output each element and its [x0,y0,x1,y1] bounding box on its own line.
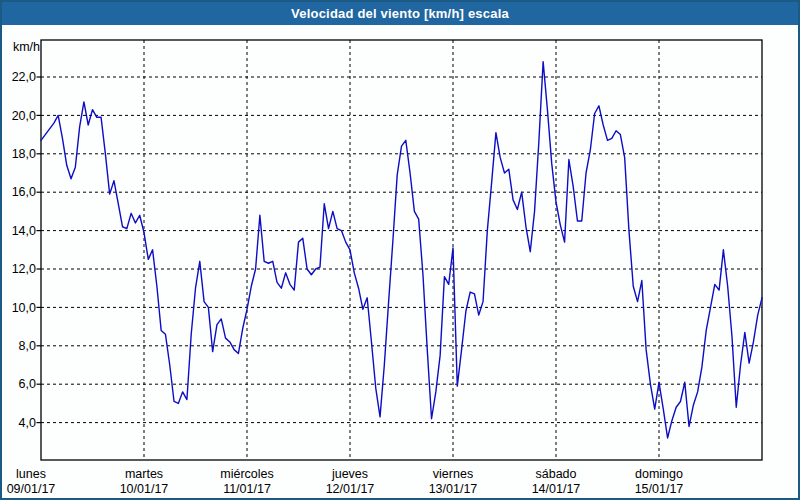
x-day-date-label: 11/01/17 [223,482,271,496]
y-tick-label: 4,0 [19,416,36,430]
y-tick-label: 8,0 [19,339,36,353]
x-day-name-label: domingo [635,467,683,481]
y-tick-label: 12,0 [12,262,36,276]
y-tick-label: 6,0 [19,377,36,391]
y-tick-label: 20,0 [12,109,36,123]
x-day-date-label: 10/01/17 [120,482,169,496]
wind-speed-chart: 22,0 20,0 18,0 16,0 14,0 12,0 10,0 8,0 6,0 4,0 km/… [2,25,798,498]
x-day-name-label: viernes [433,467,473,481]
x-day-name-label: lunes [16,467,46,481]
x-day-date-label: 09/01/17 [7,482,56,496]
y-axis-unit-label: km/h [13,40,40,54]
x-day-date-label: 12/01/17 [326,482,375,496]
x-day-name-label: sábado [535,467,576,481]
y-tick-label: 10,0 [12,301,36,315]
y-tick-label: 18,0 [12,147,36,161]
x-day-date-label: 13/01/17 [429,482,478,496]
y-tick-label: 14,0 [12,224,36,238]
plot-area [41,40,762,460]
chart-window: Velocidad del viento [km/h] escala 22,02… [0,0,800,500]
x-day-name-label: miércoles [220,467,274,481]
x-day-date-label: 14/01/17 [532,482,581,496]
y-tick-label: 22,0 [12,70,36,84]
x-day-name-label: martes [125,467,163,481]
x-day-name-label: jueves [331,467,368,481]
y-tick-label: 16,0 [12,185,36,199]
x-day-date-label: 15/01/17 [635,482,684,496]
chart-title: Velocidad del viento [km/h] escala [2,2,798,25]
